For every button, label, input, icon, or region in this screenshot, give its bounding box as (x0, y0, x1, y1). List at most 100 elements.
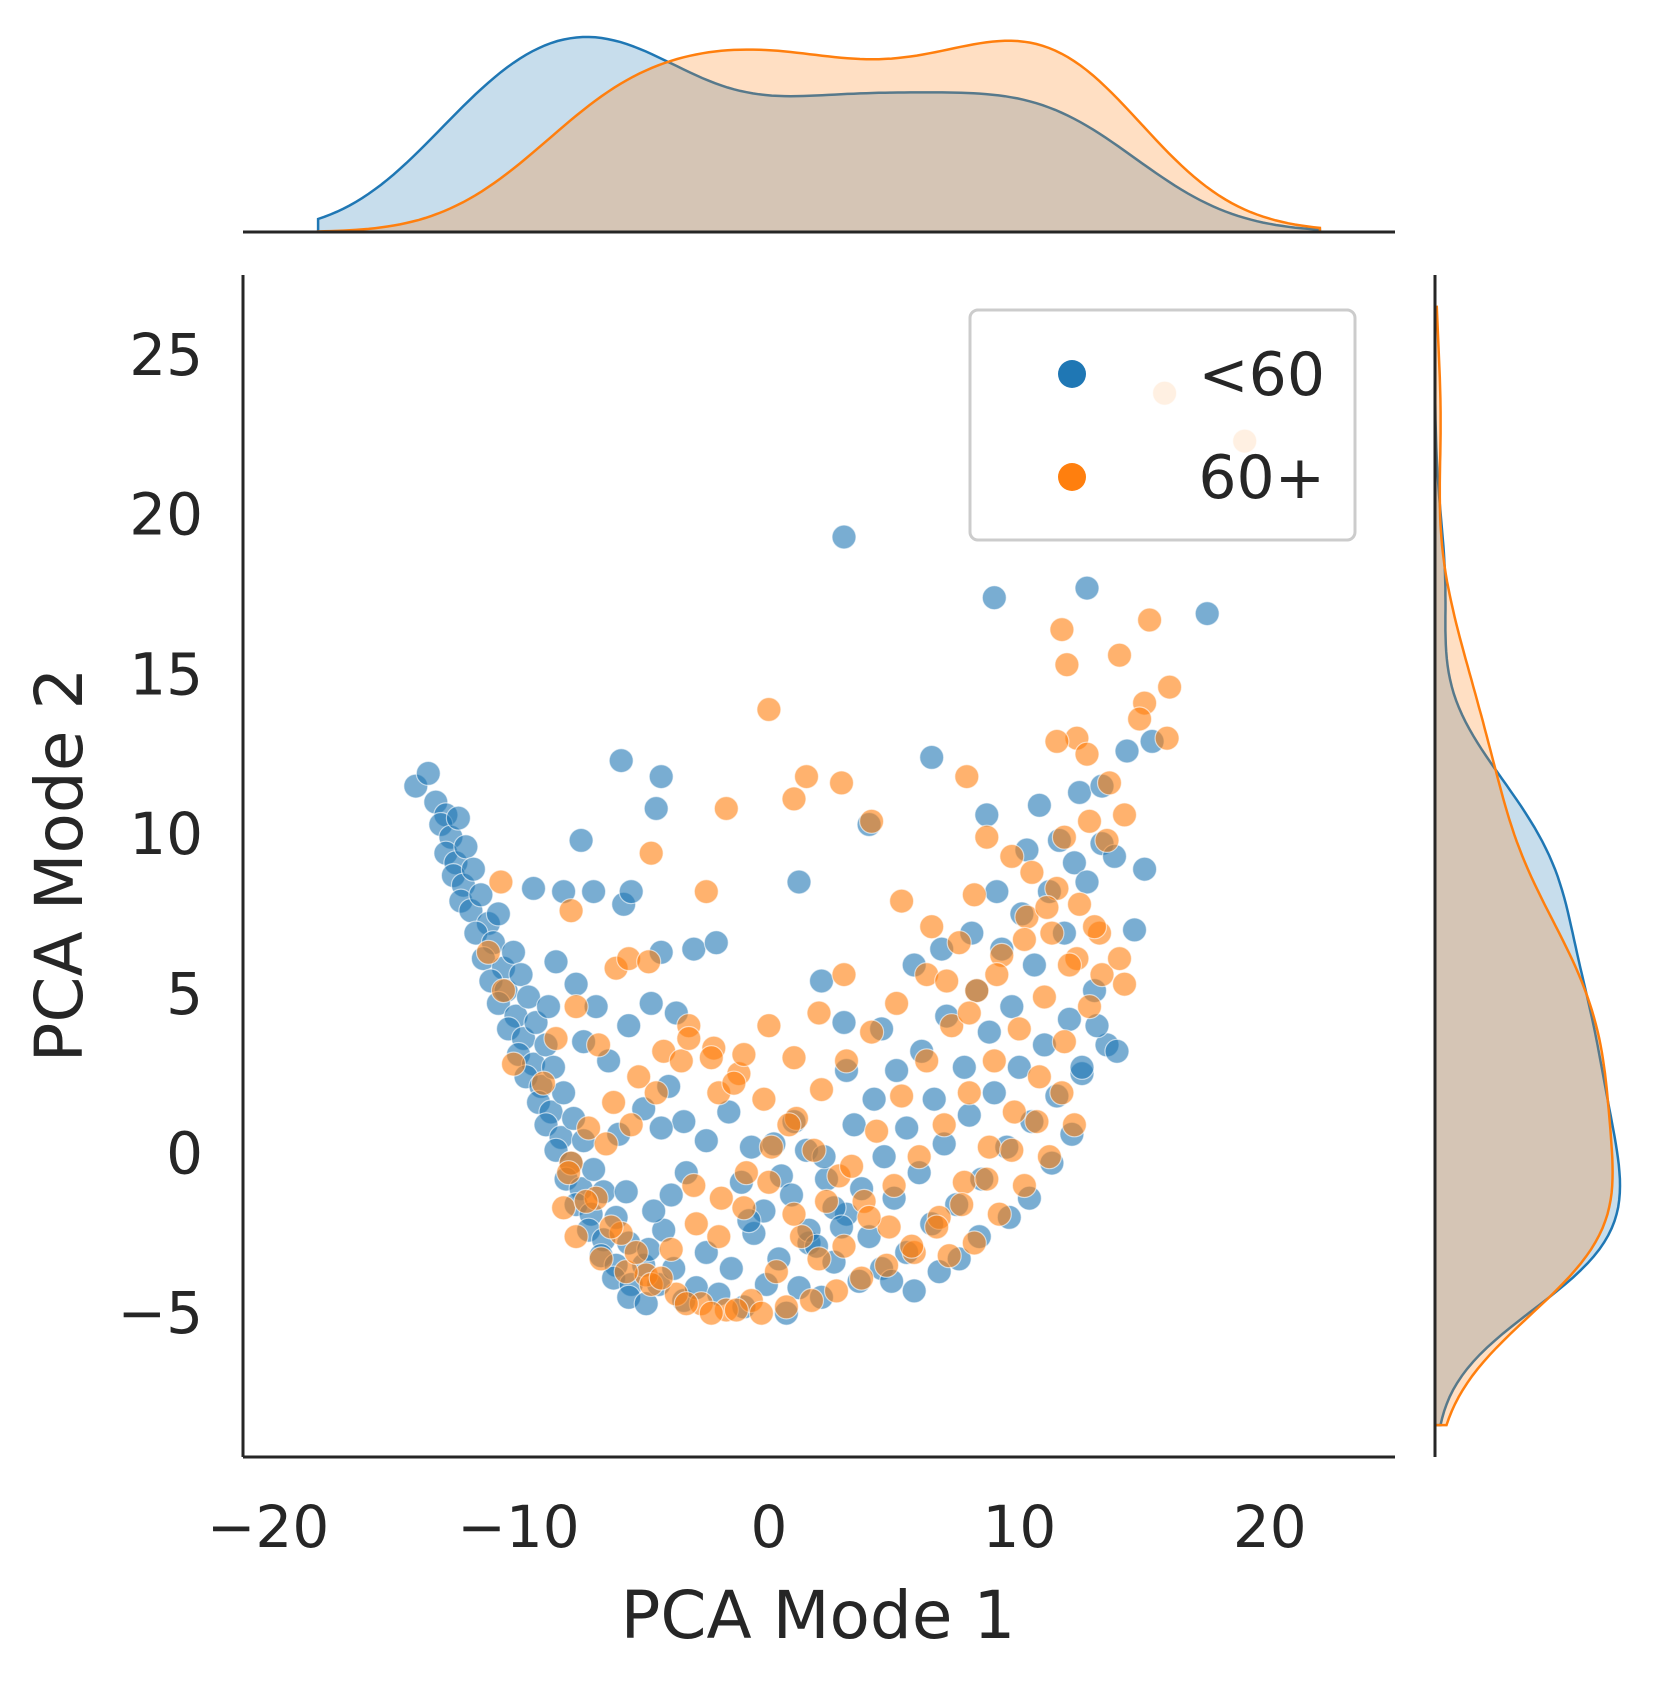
scatter-point-60plus (781, 786, 807, 812)
scatter-point-60plus (1076, 808, 1103, 834)
scatter-point-60plus (1011, 926, 1038, 953)
top-marginal-kde (316, 35, 1322, 234)
scatter-point-60plus (1066, 891, 1093, 917)
scatter-point-60plus (939, 1013, 965, 1039)
scatter-point-60plus (776, 1112, 802, 1138)
scatter-point-lt60 (648, 1115, 674, 1141)
scatter-point-60plus (721, 1070, 747, 1096)
scatter-point-60plus (1026, 1064, 1053, 1090)
scatter-point-60plus (668, 1048, 694, 1074)
scatter-point-60plus (756, 696, 782, 723)
scatter-point-lt60 (981, 585, 1007, 611)
scatter-point-lt60 (1114, 738, 1140, 764)
scatter-point-lt60 (648, 763, 674, 790)
scatter-point-60plus (919, 914, 945, 940)
scatter-point-60plus (756, 1013, 782, 1039)
scatter-point-60plus (981, 1048, 1007, 1074)
scatter-point-60plus (931, 1112, 957, 1138)
scatter-point-lt60 (1021, 952, 1048, 978)
scatter-point-60plus (673, 1291, 699, 1317)
scatter-point-lt60 (984, 878, 1010, 905)
scatter-point-60plus (1081, 914, 1108, 940)
scatter-point-60plus (1136, 607, 1163, 633)
scatter-point-60plus (1051, 1029, 1078, 1055)
y-tick-label: 20 (129, 481, 203, 549)
y-tick-label: −5 (118, 1279, 204, 1347)
x-axis-label: PCA Mode 1 (621, 1577, 1016, 1654)
scatter-point-60plus (731, 1041, 757, 1068)
scatter-point-lt60 (831, 524, 857, 550)
scatter-point-lt60 (580, 878, 607, 905)
scatter-point-60plus (1111, 802, 1138, 828)
scatter-point-60plus (598, 1214, 624, 1240)
scatter-point-lt60 (453, 834, 479, 860)
scatter-point-60plus (974, 824, 1000, 850)
scatter-point-60plus (585, 1032, 612, 1058)
scatter-point-lt60 (543, 949, 569, 975)
scatter-point-60plus (1074, 741, 1100, 767)
scatter-point-60plus (976, 1134, 1002, 1160)
scatter-point-lt60 (974, 802, 1000, 828)
scatter-point-60plus (763, 1259, 790, 1285)
y-tick-label: 15 (129, 640, 203, 708)
legend-marker-lt60 (1058, 360, 1086, 388)
scatter-point-lt60 (1074, 869, 1100, 895)
scatter-point-60plus (863, 1118, 890, 1144)
scatter-point-60plus (643, 1080, 669, 1106)
scatter-point-lt60 (618, 878, 644, 905)
scatter-point-lt60 (1061, 850, 1088, 876)
scatter-point-60plus (881, 1172, 907, 1199)
scatter-point-60plus (773, 1294, 800, 1320)
scatter-point-60plus (951, 1169, 977, 1195)
scatter-point-60plus (758, 1134, 785, 1160)
scatter-point-60plus (1051, 824, 1078, 850)
scatter-point-60plus (500, 1051, 527, 1077)
axes (241, 230, 1437, 1459)
scatter-point-60plus (798, 1287, 825, 1314)
scatter-point-lt60 (921, 1086, 947, 1112)
right-kde-60plus (1433, 305, 1614, 1427)
scatter-point-lt60 (671, 1108, 697, 1135)
scatter-point-60plus (934, 968, 960, 994)
y-tick-label: 25 (129, 321, 203, 389)
scatter-point-60plus (550, 1195, 577, 1221)
scatter-point-lt60 (613, 1179, 639, 1205)
scatter-point-60plus (543, 1025, 569, 1052)
scatter-point-60plus (781, 1201, 807, 1227)
scatter-point-lt60 (883, 1057, 910, 1084)
scatter-point-60plus (1154, 725, 1180, 751)
scatter-point-lt60 (718, 1255, 744, 1282)
x-tick-label: −10 (457, 1493, 579, 1561)
scatter-point-60plus (999, 843, 1025, 870)
scatter-point-lt60 (616, 1013, 642, 1039)
scatter-point-60plus (924, 1214, 950, 1240)
scatter-point-60plus (1049, 616, 1075, 643)
scatter-point-60plus (1096, 770, 1123, 796)
scatter-point-60plus (558, 898, 584, 924)
scatter-point-60plus (793, 763, 820, 790)
scatter-point-60plus (618, 1112, 644, 1138)
right-marginal-kde (1433, 305, 1622, 1427)
scatter-point-60plus (1089, 961, 1115, 988)
scatter-point-60plus (936, 1243, 962, 1269)
scatter-point-60plus (756, 1169, 782, 1195)
scatter-point-lt60 (1104, 1038, 1130, 1064)
scatter-point-60plus (999, 1137, 1025, 1163)
scatter-point-lt60 (638, 990, 664, 1017)
scatter-point-60plus (828, 770, 855, 796)
scatter-point-lt60 (485, 901, 511, 927)
y-tick-label: 0 (166, 1120, 203, 1188)
scatter-point-lt60 (1194, 600, 1220, 627)
scatter-point-lt60 (608, 747, 634, 774)
scatter-point-lt60 (460, 856, 486, 882)
scatter-point-60plus (1019, 859, 1045, 886)
scatter-point-60plus (974, 1166, 1000, 1192)
scatter-point-60plus (488, 869, 514, 895)
scatter-point-lt60 (894, 1115, 920, 1141)
y-tick-label: 5 (166, 960, 203, 1028)
scatter-point-60plus (723, 1297, 750, 1323)
scatter-point-lt60 (535, 993, 562, 1020)
scatter-point-60plus (593, 1131, 619, 1157)
scatter-point-60plus (781, 1045, 807, 1071)
x-tick-label: 10 (982, 1493, 1056, 1561)
